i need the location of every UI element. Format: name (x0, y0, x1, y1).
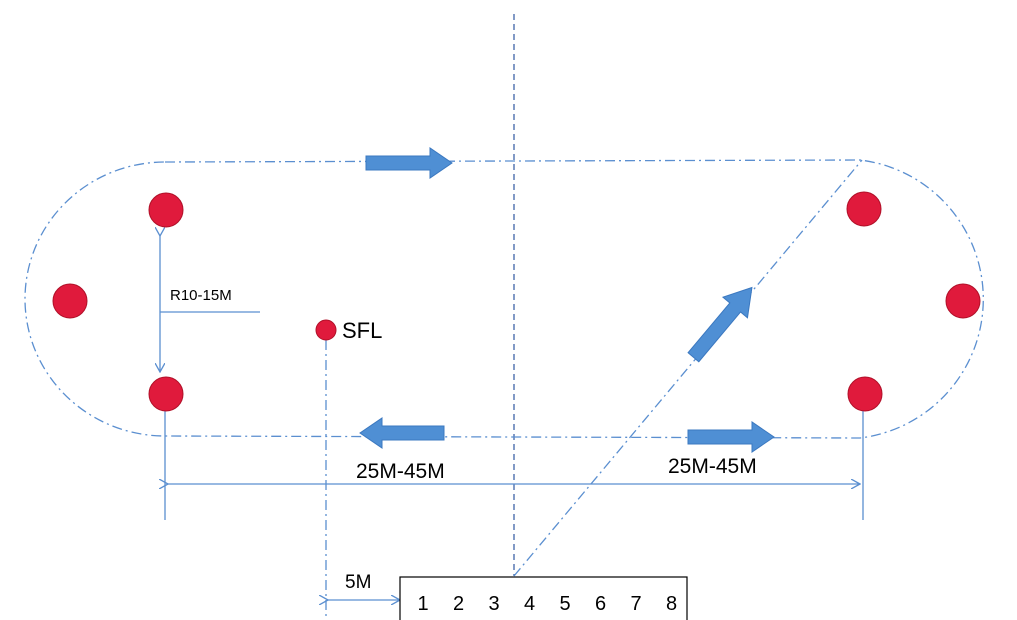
start-number: 8 (666, 593, 677, 615)
arrow-diagonal (687, 286, 753, 363)
span-label-left: 25M-45M (356, 460, 445, 483)
cone-top-right (846, 191, 882, 227)
start-number: 1 (417, 593, 428, 615)
span-label-right: 25M-45M (668, 455, 757, 478)
start-box (399, 576, 688, 620)
diagonal-start-line (513, 159, 863, 577)
start-number: 3 (488, 593, 499, 615)
cone-left (52, 283, 88, 319)
start-numbers: 1 2 3 4 5 6 7 8 (417, 593, 677, 615)
start-number: 2 (453, 593, 464, 615)
cone-right (945, 283, 981, 319)
cone-top-left (148, 192, 184, 228)
sfl-label: SFL (342, 318, 382, 343)
arrow-top-right (365, 147, 453, 179)
cone-bottom-left (148, 376, 184, 412)
start-number: 6 (595, 593, 606, 615)
start-number: 5 (559, 593, 570, 615)
start-number: 4 (524, 593, 535, 615)
cone-bottom-right (847, 376, 883, 412)
arrow-bottom-left (359, 417, 445, 449)
sfl-cone (315, 319, 337, 341)
start-number: 7 (630, 593, 641, 615)
offset-label: 5M (345, 572, 371, 593)
arrow-bottom-right (687, 421, 775, 453)
radius-label: R10-15M (170, 287, 232, 304)
track-outline (24, 159, 984, 439)
